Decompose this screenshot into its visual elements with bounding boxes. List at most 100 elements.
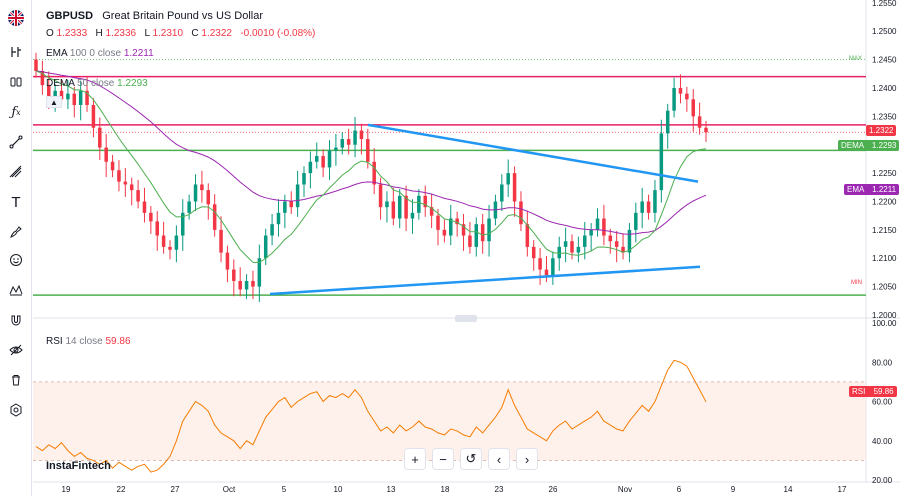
zoom-in-button[interactable]: + [404, 448, 426, 470]
candle-body [78, 90, 83, 105]
ohlc-legend: O 1.2333 H 1.2336 L 1.2310 C 1.2322 -0.0… [46, 28, 315, 39]
ema-name: EMA [46, 48, 68, 59]
candle-body [251, 280, 255, 287]
candle-body [110, 161, 115, 171]
reset-chart-button[interactable]: ↺ [460, 448, 482, 470]
candle-body [59, 90, 64, 100]
price-tick-label: 1.2250 [872, 169, 897, 178]
price-tick-label: 1.2550 [872, 0, 897, 8]
trendline-icon[interactable] [4, 130, 28, 154]
candle-body [263, 235, 268, 259]
last-price-tag: 1.2322 [866, 125, 897, 136]
trendline-lower [269, 265, 701, 296]
candle-body [417, 195, 421, 213]
dema-tag-value: 1.2293 [871, 141, 897, 150]
candle-body [315, 156, 319, 162]
candle-body [321, 156, 325, 168]
candle-body [238, 280, 242, 290]
rsi-legend[interactable]: RSI 14 close 59.86 [46, 336, 131, 347]
candle-body [423, 195, 427, 208]
text-icon[interactable]: T [11, 193, 21, 211]
candle-body [187, 201, 191, 213]
symbol-legend: GBPUSD Great Britain Pound vs US Dollar [46, 10, 263, 22]
scroll-left-button[interactable]: ‹ [488, 448, 510, 470]
dema-legend[interactable]: DEMA 50 close 1.2293 [46, 78, 148, 89]
candle-body [583, 235, 587, 247]
candle-body [397, 195, 402, 219]
eye-off-icon[interactable] [4, 338, 28, 362]
candle-body [142, 201, 147, 213]
candle-body [378, 184, 383, 208]
price-tick-label: 1.2150 [872, 226, 897, 235]
candle-body [47, 85, 51, 97]
candle-body [353, 130, 357, 145]
candle-body [98, 127, 102, 148]
fib-icon[interactable] [4, 160, 28, 184]
rsi-line [35, 359, 707, 473]
magnet-icon[interactable] [4, 308, 28, 332]
emoji-icon[interactable] [4, 248, 28, 272]
max-label: MAX [849, 56, 863, 62]
candle-body [289, 201, 293, 208]
candle-body [244, 280, 249, 290]
candle-body [436, 215, 440, 230]
rsi-tick-label: 60.00 [872, 398, 893, 407]
candle-body [570, 241, 574, 253]
time-tick-label: 9 [731, 485, 736, 494]
candle-body [538, 258, 542, 270]
candle-body [276, 212, 281, 225]
candle-body [200, 184, 204, 191]
candle-body [544, 269, 549, 276]
legend-collapse-button[interactable]: ▲ [46, 96, 62, 108]
time-tick-label: 22 [117, 485, 126, 494]
candle-body [665, 110, 670, 134]
brush-icon[interactable] [4, 220, 28, 244]
candle-body [212, 204, 217, 230]
crosshair-icon[interactable] [4, 40, 28, 64]
pattern-icon[interactable] [4, 278, 28, 302]
candle-body [678, 87, 683, 94]
rsi-tick-label: 20.00 [872, 476, 893, 485]
candle-body [155, 221, 159, 236]
candles-icon[interactable] [4, 70, 28, 94]
candle-body [449, 218, 453, 236]
candle-body [123, 181, 128, 185]
candle-body [404, 195, 408, 219]
price-tick-label: 1.2200 [872, 197, 897, 206]
price-tick-label: 1.2000 [872, 311, 897, 320]
rsi-value: 59.86 [105, 336, 131, 347]
candle-body [627, 229, 632, 253]
candle-body [327, 150, 332, 168]
candle-body [461, 224, 466, 236]
ema-legend[interactable]: EMA 100 0 close 1.2211 [46, 48, 154, 59]
candle-body [659, 133, 664, 191]
candle-body [589, 229, 593, 236]
time-tick-label: 10 [334, 485, 343, 494]
price-tick-label: 1.2350 [872, 112, 897, 121]
candle-body [66, 93, 70, 100]
candle-body [72, 93, 77, 105]
settings-icon[interactable] [4, 398, 28, 422]
candle-body [136, 190, 140, 202]
candle-body [283, 201, 287, 213]
candle-body [563, 241, 568, 247]
candle-body [442, 229, 447, 236]
min-label: MIN [851, 280, 862, 286]
candle-body [640, 201, 644, 213]
candle-body [174, 235, 179, 250]
low-label: L [144, 28, 150, 39]
candle-body [302, 173, 306, 185]
candle-body [704, 127, 708, 133]
zoom-out-button[interactable]: − [432, 448, 454, 470]
trash-icon[interactable] [4, 368, 28, 392]
dema-value: 1.2293 [117, 78, 148, 89]
scroll-right-button[interactable]: › [516, 448, 538, 470]
open-label: O [46, 28, 54, 39]
candle-body [385, 201, 389, 208]
candle-body [691, 99, 695, 117]
price-tick-label: 1.2400 [872, 84, 897, 93]
candle-body [34, 59, 38, 71]
candle-body [206, 190, 211, 205]
